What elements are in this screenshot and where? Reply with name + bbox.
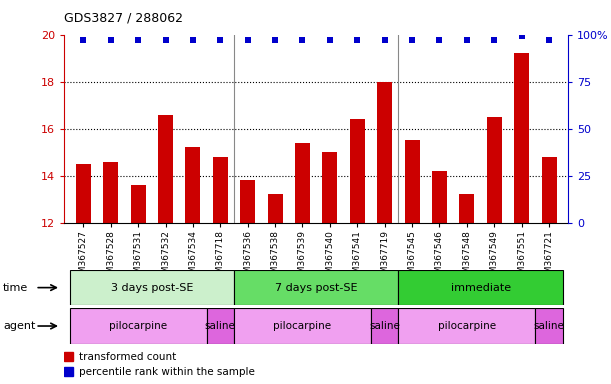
Bar — [234, 308, 371, 344]
Point — [325, 37, 335, 43]
Text: immediate: immediate — [450, 283, 511, 293]
Bar — [207, 308, 234, 344]
Point — [489, 37, 499, 43]
Bar — [295, 143, 310, 223]
Point — [407, 37, 417, 43]
Bar — [213, 157, 228, 223]
Point — [133, 37, 143, 43]
Text: percentile rank within the sample: percentile rank within the sample — [79, 367, 255, 377]
Bar — [240, 180, 255, 223]
Text: time: time — [3, 283, 28, 293]
Text: pilocarpine: pilocarpine — [109, 321, 167, 331]
Point — [517, 33, 527, 40]
Point — [216, 37, 225, 43]
Bar — [398, 308, 535, 344]
Point — [434, 37, 444, 43]
Text: GDS3827 / 288062: GDS3827 / 288062 — [64, 12, 183, 25]
Bar — [514, 53, 529, 223]
Bar — [535, 308, 563, 344]
Bar — [371, 308, 398, 344]
Bar — [103, 162, 119, 223]
Point — [462, 37, 472, 43]
Bar — [487, 117, 502, 223]
Bar — [404, 141, 420, 223]
Point — [106, 37, 115, 43]
Text: pilocarpine: pilocarpine — [274, 321, 332, 331]
Point — [270, 37, 280, 43]
Text: transformed count: transformed count — [79, 352, 177, 362]
Text: saline: saline — [369, 321, 400, 331]
Point — [353, 37, 362, 43]
Bar — [70, 308, 207, 344]
Bar — [541, 157, 557, 223]
Point — [243, 37, 252, 43]
Bar — [377, 82, 392, 223]
Bar — [268, 195, 283, 223]
Point — [380, 37, 390, 43]
Point — [188, 37, 198, 43]
Point — [544, 37, 554, 43]
Bar — [234, 270, 398, 305]
Bar — [398, 270, 563, 305]
Text: 7 days post-SE: 7 days post-SE — [275, 283, 357, 293]
Text: 3 days post-SE: 3 days post-SE — [111, 283, 193, 293]
Point — [298, 37, 307, 43]
Bar — [459, 195, 474, 223]
Text: pilocarpine: pilocarpine — [438, 321, 496, 331]
Bar — [349, 119, 365, 223]
Bar — [185, 147, 200, 223]
Point — [78, 37, 88, 43]
Bar — [131, 185, 145, 223]
Text: saline: saline — [205, 321, 236, 331]
Bar — [323, 152, 337, 223]
Bar — [432, 171, 447, 223]
Bar — [64, 353, 73, 361]
Bar — [70, 270, 234, 305]
Bar — [76, 164, 91, 223]
Bar — [158, 114, 173, 223]
Bar — [64, 367, 73, 376]
Point — [161, 37, 170, 43]
Text: agent: agent — [3, 321, 35, 331]
Text: saline: saline — [533, 321, 565, 331]
